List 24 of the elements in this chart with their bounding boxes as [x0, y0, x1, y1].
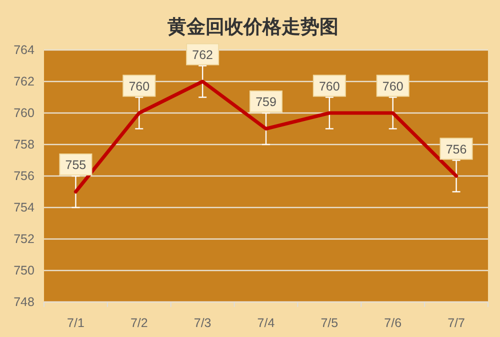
y-tick-label: 748: [14, 295, 34, 309]
data-label: 759: [256, 95, 276, 109]
x-tick-label: 7/2: [130, 316, 148, 330]
y-tick-label: 760: [14, 106, 34, 120]
data-label: 756: [446, 142, 467, 156]
x-tick-label: 7/7: [448, 316, 466, 330]
y-tick-label: 752: [14, 232, 34, 246]
data-label: 760: [128, 79, 150, 94]
x-tick-label: 7/3: [194, 316, 212, 330]
data-label: 760: [319, 79, 340, 94]
x-tick-label: 7/1: [67, 316, 84, 330]
data-label: 755: [65, 158, 86, 172]
x-tick-label: 7/6: [384, 316, 402, 330]
y-tick-label: 754: [14, 200, 34, 214]
y-tick-label: 764: [14, 43, 34, 57]
chart-title: 黄金回收价格走势图: [166, 16, 338, 38]
data-label: 760: [382, 79, 404, 94]
x-tick-label: 7/4: [257, 316, 275, 330]
y-tick-label: 758: [14, 138, 34, 152]
y-tick-label: 756: [14, 169, 34, 183]
y-tick-label: 762: [14, 74, 34, 88]
x-tick-label: 7/5: [320, 316, 338, 330]
y-tick-label: 750: [14, 264, 34, 278]
data-label: 762: [192, 48, 214, 62]
